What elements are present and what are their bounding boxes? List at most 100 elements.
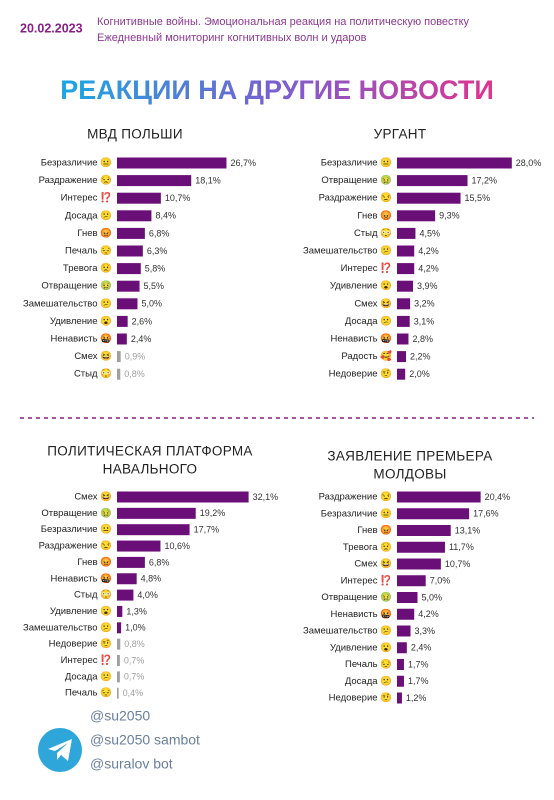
category-label: Гнев 😡	[77, 227, 112, 239]
value-label: 0,8%	[124, 369, 145, 379]
value-label: 2,6%	[132, 316, 153, 326]
value-label: 17,7%	[194, 525, 220, 535]
category-label: Стыд 😳	[74, 368, 112, 380]
category-label: Интерес ⁉️	[61, 192, 112, 204]
bar	[397, 675, 404, 687]
bar	[117, 540, 161, 552]
value-label: 11,7%	[449, 542, 474, 552]
value-label: 18,1%	[195, 175, 221, 185]
bar	[397, 659, 404, 670]
value-label: 2,4%	[131, 334, 152, 344]
bar	[397, 592, 418, 603]
value-label: 10,6%	[164, 541, 190, 551]
bar	[397, 608, 415, 620]
value-label: 2,4%	[411, 643, 432, 653]
category-label: Недоверие 🤨	[329, 368, 392, 380]
category-label: Недоверие 🤨	[49, 638, 112, 650]
value-label: 4,2%	[418, 263, 439, 273]
bar	[117, 192, 161, 204]
bar	[397, 625, 411, 637]
subtitle: Ежедневный мониторинг когнитивных волн и…	[97, 32, 367, 44]
category-label: Тревога 😟	[63, 262, 112, 274]
bar	[117, 157, 227, 169]
bar	[117, 245, 143, 257]
bar	[117, 605, 123, 617]
value-label: 1,0%	[125, 623, 146, 633]
handle: @suralov bot	[90, 756, 173, 772]
category-label: Ненависть 🤬	[50, 333, 112, 345]
value-label: 0,8%	[124, 639, 145, 649]
page-title: РЕАКЦИИ НА ДРУГИЕ НОВОСТИ	[60, 75, 494, 105]
value-label: 5,0%	[422, 592, 443, 602]
value-label: 2,8%	[412, 334, 433, 344]
bar	[397, 491, 481, 503]
category-label: Раздражение 😒	[319, 491, 392, 503]
value-label: 8,4%	[155, 211, 176, 221]
bar	[397, 227, 416, 239]
bar	[117, 671, 120, 683]
value-label: 0,7%	[124, 655, 145, 665]
bar	[397, 558, 441, 570]
category-label: Гнев 😡	[357, 524, 392, 536]
category-label: Досада 😕	[65, 209, 112, 221]
value-label: 17,2%	[472, 175, 498, 185]
category-label: Интерес ⁉️	[341, 574, 392, 586]
category-label: Печаль 😔	[65, 687, 112, 699]
value-label: 1,2%	[406, 693, 427, 703]
value-label: 0,4%	[123, 688, 144, 698]
chart-title: НАВАЛЬНОГО	[103, 462, 198, 477]
category-label: Раздражение 😒	[319, 192, 392, 204]
bar	[117, 368, 121, 380]
value-label: 4,8%	[141, 574, 162, 584]
value-label: 0,9%	[125, 351, 146, 361]
bar	[117, 298, 138, 310]
category-label: Досада 😕	[345, 315, 392, 327]
value-label: 4,0%	[137, 590, 158, 600]
category-label: Недоверие 🤨	[329, 692, 392, 704]
chart-title: ПОЛИТИЧЕСКАЯ ПЛАТФОРМА	[47, 444, 252, 459]
category-label: Отвращение 🤢	[321, 591, 392, 603]
category-label: Смех 😆	[354, 558, 392, 570]
bar	[397, 351, 407, 363]
value-label: 9,3%	[439, 211, 460, 221]
bar	[397, 692, 402, 704]
category-label: Ненависть 🤬	[330, 608, 392, 620]
bar	[117, 638, 121, 650]
chart-title: ЗАЯВЛЕНИЕ ПРЕМЬЕРА	[327, 449, 492, 464]
bar	[397, 642, 407, 654]
value-label: 6,8%	[149, 557, 170, 567]
bar	[117, 687, 119, 699]
category-label: Раздражение 😒	[39, 174, 112, 186]
bar	[397, 280, 413, 292]
category-label: Смех 😆	[354, 297, 392, 309]
category-label: Безразличие 😐	[321, 157, 392, 169]
telegram-icon	[38, 728, 82, 772]
bar	[117, 333, 127, 345]
bar	[397, 575, 426, 587]
bar	[117, 315, 128, 327]
category-label: Ненависть 🤬	[330, 333, 392, 345]
category-label: Тревога 😟	[343, 541, 392, 553]
category-label: Стыд 😳	[74, 589, 112, 601]
value-label: 4,2%	[418, 609, 439, 619]
bar	[397, 315, 410, 327]
category-label: Стыд 😳	[354, 227, 392, 239]
bar	[117, 175, 192, 187]
bar	[397, 192, 461, 204]
value-label: 4,2%	[418, 246, 439, 256]
value-label: 7,0%	[430, 576, 451, 586]
category-label: Безразличие 😐	[41, 523, 112, 535]
category-label: Замешательство 😕	[23, 297, 112, 309]
bar	[117, 227, 145, 239]
value-label: 15,5%	[465, 193, 491, 203]
category-label: Удивление 😮	[50, 605, 112, 617]
value-label: 20,4%	[485, 492, 511, 502]
telegram-plane	[48, 739, 72, 761]
value-label: 1,7%	[408, 676, 429, 686]
category-label: Досада 😕	[345, 675, 392, 687]
category-label: Удивление 😮	[330, 280, 392, 292]
category-label: Ненависть 🤬	[50, 572, 112, 584]
bar	[117, 351, 121, 363]
bar	[117, 507, 196, 519]
